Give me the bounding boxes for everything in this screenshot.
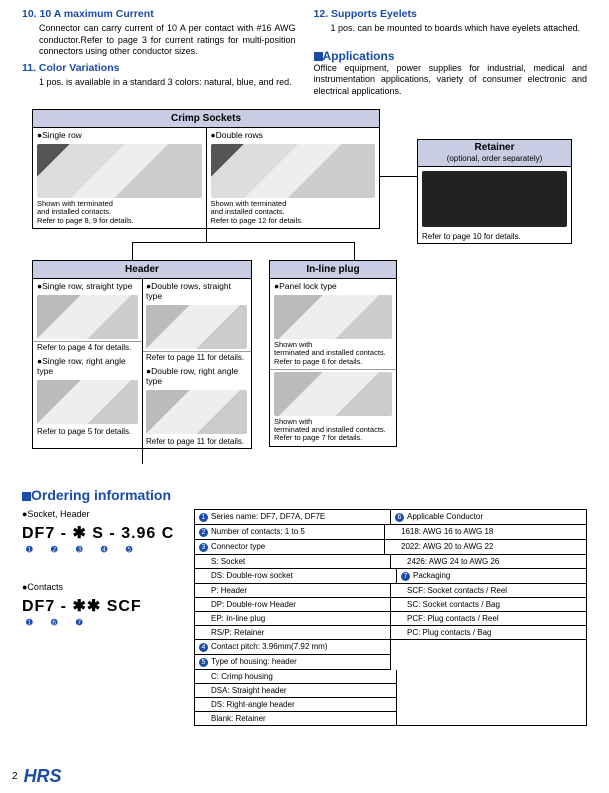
inline-note-2: Shown with terminated and installed cont… [270,418,396,446]
inline-note-1: Shown with terminated and installed cont… [270,341,396,370]
applications-body: Office equipment, power supplies for ind… [314,63,588,98]
feature-11-body: 1 pos. is available in a standard 3 colo… [22,77,296,89]
header-dr-st-label: ●Double rows, straight type [142,279,251,303]
header-sr-st-note: Refer to page 4 for details. [33,341,142,354]
retainer-image [422,171,567,227]
page-number: 2 [12,771,18,782]
inline-image-1 [274,295,392,339]
inline-header: In-line plug [270,261,396,279]
contacts-part-number: DF7 - ✱✱ SCF [22,596,182,616]
square-icon [22,492,31,501]
socket-header-label: ●Socket, Header [22,509,182,519]
feature-11-title: 11. Color Variations [22,62,296,74]
feature-10-title: 10. 10 A maximum Current [22,8,296,20]
crimp-single-label: ●Single row [33,128,206,142]
header-sr-ra-label: ●Single row, right angle type [33,354,142,378]
feature-12-body: 1 pos. can be mounted to boards which ha… [314,23,588,35]
header-dr-ra-label: ●Double row, right angle type [142,364,251,388]
crimp-double-image [211,144,376,198]
feature-12-title: 12. Supports Eyelets [314,8,588,20]
header-dr-ra-note: Refer to page 11 for details. [142,436,251,448]
retainer-header: Retainer (optional, order separately) [418,140,571,167]
crimp-double-note: Shown with terminated and installed cont… [207,200,380,228]
contacts-label: ●Contacts [22,582,182,592]
ordering-table: 1Series name: DF7, DF7A, DF7E6Applicable… [194,509,587,726]
header-dr-ra-image [146,390,247,434]
header-sr-ra-image [37,380,138,424]
feature-10-body: Connector can carry current of 10 A per … [22,23,296,58]
header-dr-st-image [146,305,247,349]
header-sr-st-image [37,295,138,339]
crimp-single-note: Shown with terminated and installed cont… [33,200,206,228]
header-sr-ra-note: Refer to page 5 for details. [33,426,142,438]
applications-title: Applications [323,49,395,63]
ordering-title: Ordering information [31,487,171,503]
header-dr-st-note: Refer to page 11 for details. [142,351,251,364]
inline-panel-label: ●Panel lock type [270,279,396,293]
product-diagram: Crimp Sockets ●Single row Shown with ter… [22,109,587,487]
crimp-single-image [37,144,202,198]
socket-part-number: DF7 - ✱ S - 3.96 C [22,523,182,543]
crimp-header: Crimp Sockets [33,110,379,128]
crimp-double-label: ●Double rows [207,128,380,142]
square-icon [314,52,323,61]
hrs-logo: HRS [24,766,62,787]
retainer-note: Refer to page 10 for details. [418,231,571,243]
contacts-part-refs: ➊ ➏ ➐ [22,618,182,627]
header-sr-st-label: ●Single row, straight type [33,279,142,293]
header-box-header: Header [33,261,251,279]
inline-image-2 [274,372,392,416]
socket-part-refs: ➊ ➋ ➌ ➍ ➎ [22,545,182,554]
